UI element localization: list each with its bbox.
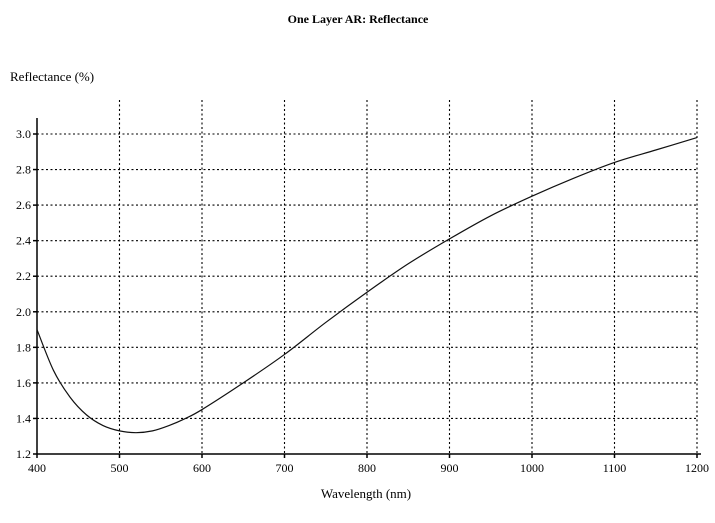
x-axis-label: Wavelength (nm) [321,486,411,501]
grid-lines [37,100,698,454]
y-tick-label: 1.8 [16,340,31,354]
y-axis-label: Reflectance (%) [10,69,94,84]
axes [33,118,701,458]
y-tick-label: 3.0 [16,127,31,141]
y-tick-label: 1.6 [16,376,31,390]
y-tick-label: 2.6 [16,198,31,212]
y-tick-label: 2.8 [16,163,31,177]
y-tick-label: 2.2 [16,269,31,283]
y-tick-label: 1.2 [16,447,31,461]
x-tick-label: 1100 [603,461,627,475]
reflectance-curve [36,136,698,434]
x-tick-label: 800 [358,461,376,475]
series-layer [36,136,698,434]
y-tick-label: 1.4 [16,411,31,425]
chart-title: One Layer AR: Reflectance [288,12,429,26]
y-tick-label: 2.4 [16,234,31,248]
x-tick-label: 1000 [520,461,544,475]
x-tick-label: 700 [276,461,294,475]
x-tick-label: 900 [441,461,459,475]
tick-labels: 1.2 1.4 1.6 1.8 2.0 2.2 2.4 2.6 2.8 3.0 400 500 600 7… [16,127,709,475]
x-tick-label: 500 [111,461,129,475]
x-tick-label: 400 [28,461,46,475]
y-tick-label: 2.0 [16,305,31,319]
x-tick-label: 600 [193,461,211,475]
x-tick-label: 1200 [685,461,709,475]
